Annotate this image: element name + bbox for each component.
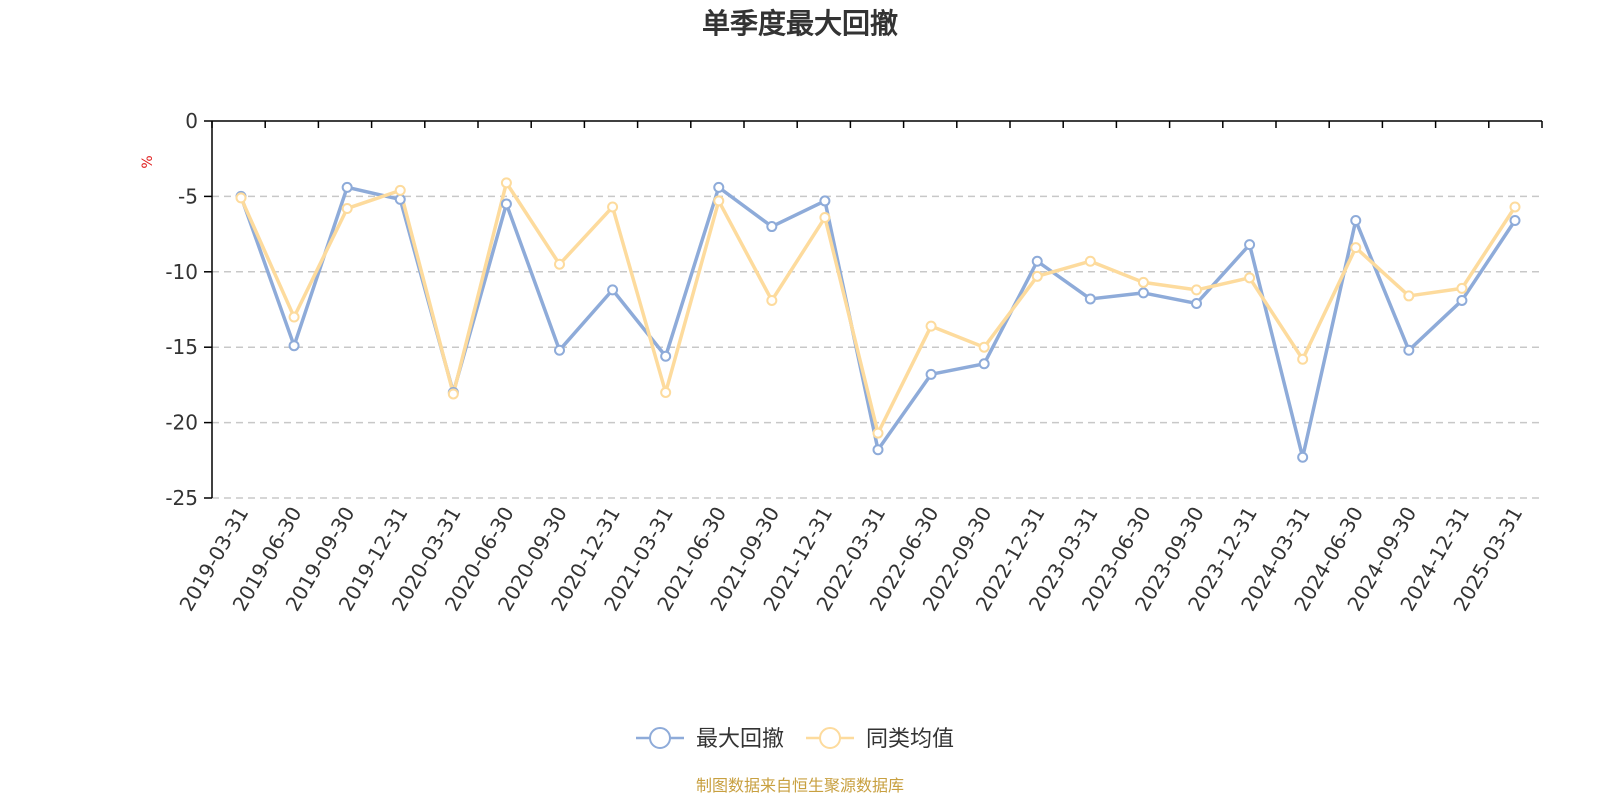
data-point[interactable] xyxy=(1244,272,1256,284)
data-point[interactable] xyxy=(288,340,300,352)
data-point[interactable] xyxy=(1456,294,1468,306)
data-point[interactable] xyxy=(554,258,565,270)
data-point[interactable] xyxy=(1137,287,1149,299)
data-point[interactable] xyxy=(1137,276,1149,288)
data-point[interactable] xyxy=(1456,282,1468,294)
grid-lines xyxy=(212,195,1542,499)
y-tick-label: -15 xyxy=(165,335,198,359)
legend-label: 最大回撤 xyxy=(696,727,784,752)
chart-title: 单季度最大回撤 xyxy=(702,7,898,40)
data-point[interactable] xyxy=(235,192,247,204)
data-point[interactable] xyxy=(1403,344,1415,356)
data-point[interactable] xyxy=(819,212,831,224)
data-point[interactable] xyxy=(607,201,619,213)
data-point[interactable] xyxy=(1244,239,1256,251)
data-point[interactable] xyxy=(713,181,725,193)
series-line-1 xyxy=(239,185,1517,460)
data-point[interactable] xyxy=(1084,255,1096,267)
data-point[interactable] xyxy=(766,221,778,233)
data-point[interactable] xyxy=(1031,255,1043,267)
data-point[interactable] xyxy=(554,344,565,356)
data-point[interactable] xyxy=(1191,297,1202,309)
data-point[interactable] xyxy=(341,202,353,214)
data-point[interactable] xyxy=(872,427,884,439)
data-point[interactable] xyxy=(713,195,725,207)
data-point[interactable] xyxy=(978,358,990,370)
data-point[interactable] xyxy=(1191,284,1202,296)
legend-marker xyxy=(649,727,671,749)
legend-label: 同类均值 xyxy=(866,727,954,752)
series-line-2 xyxy=(239,181,1517,435)
data-source-note: 制图数据来自恒生聚源数据库 xyxy=(696,776,904,795)
data-point[interactable] xyxy=(925,320,937,332)
data-point[interactable] xyxy=(1297,451,1309,463)
data-point[interactable] xyxy=(660,386,672,398)
data-point[interactable] xyxy=(1084,293,1096,305)
y-tick-label: -20 xyxy=(165,411,198,435)
legend[interactable]: 最大回撤 同类均值 xyxy=(636,727,954,752)
y-tick-label: -10 xyxy=(165,260,198,284)
data-point[interactable] xyxy=(288,311,300,323)
data-point[interactable] xyxy=(394,184,406,196)
legend-item-2[interactable]: 同类均值 xyxy=(806,727,954,752)
y-tick-label: -25 xyxy=(165,486,198,510)
y-tick-label: 0 xyxy=(185,109,198,133)
data-point[interactable] xyxy=(1403,290,1415,302)
data-point[interactable] xyxy=(500,198,512,210)
data-point[interactable] xyxy=(607,284,619,296)
data-point[interactable] xyxy=(925,368,937,380)
y-axis-unit: % xyxy=(140,155,156,168)
data-point[interactable] xyxy=(394,193,406,205)
data-point[interactable] xyxy=(766,294,778,306)
data-point[interactable] xyxy=(660,350,672,362)
data-point[interactable] xyxy=(1350,215,1362,227)
data-point[interactable] xyxy=(1031,270,1043,282)
legend-marker xyxy=(819,727,842,749)
data-point[interactable] xyxy=(500,177,512,189)
data-point[interactable] xyxy=(447,388,459,400)
data-point[interactable] xyxy=(341,181,353,193)
data-point[interactable] xyxy=(819,195,831,207)
data-point[interactable] xyxy=(872,444,884,456)
axes: 0-5-10-15-20-252019-03-312019-06-302019-… xyxy=(165,109,1543,615)
data-point[interactable] xyxy=(978,341,990,353)
legend-item-1[interactable]: 最大回撤 xyxy=(636,727,784,752)
data-point[interactable] xyxy=(1297,353,1309,365)
data-point[interactable] xyxy=(1509,215,1521,227)
data-point[interactable] xyxy=(1350,242,1362,254)
series-lines xyxy=(235,177,1521,463)
data-point[interactable] xyxy=(1509,201,1521,213)
y-tick-label: -5 xyxy=(178,184,198,208)
